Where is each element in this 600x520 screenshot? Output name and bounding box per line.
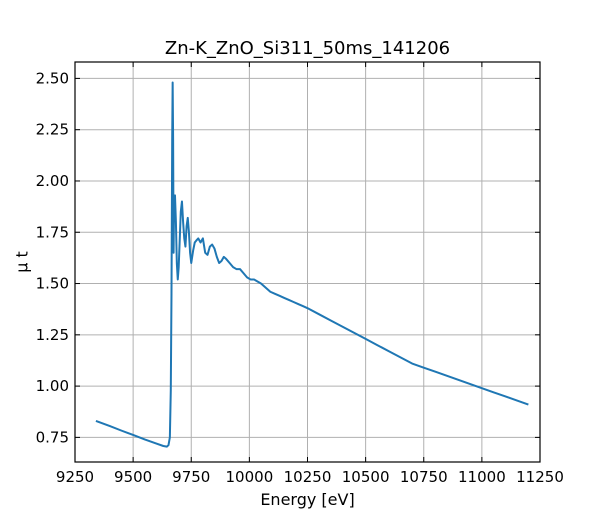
y-tick-label: 2.00 [36, 172, 69, 190]
y-tick-label: 2.25 [36, 121, 69, 139]
x-tick-label: 10750 [400, 468, 448, 486]
chart-title: Zn-K_ZnO_Si311_50ms_141206 [165, 38, 450, 59]
y-tick-label: 1.50 [36, 275, 69, 293]
y-tick-label: 1.75 [36, 223, 69, 241]
x-tick-label: 9500 [114, 468, 152, 486]
x-tick-label: 10250 [284, 468, 332, 486]
x-tick-label: 10500 [342, 468, 390, 486]
x-tick-label: 11250 [516, 468, 564, 486]
ticks [74, 62, 541, 462]
y-tick-label: 1.25 [36, 326, 69, 344]
y-tick-label: 1.00 [36, 377, 69, 395]
x-tick-label: 10000 [226, 468, 274, 486]
tick-labels: 9250 9500 9750 10000 10250 10500 10750 11000 112… [36, 69, 564, 486]
grid [74, 62, 541, 462]
series-line [95, 81, 529, 448]
x-tick-label: 9250 [56, 468, 94, 486]
y-tick-label: 0.75 [36, 428, 69, 446]
x-axis-label: Energy [eV] [260, 490, 354, 509]
x-tick-label: 9750 [172, 468, 210, 486]
x-tick-label: 11000 [458, 468, 506, 486]
y-axis-label: μ t [13, 251, 32, 273]
y-tick-label: 2.50 [36, 69, 69, 87]
